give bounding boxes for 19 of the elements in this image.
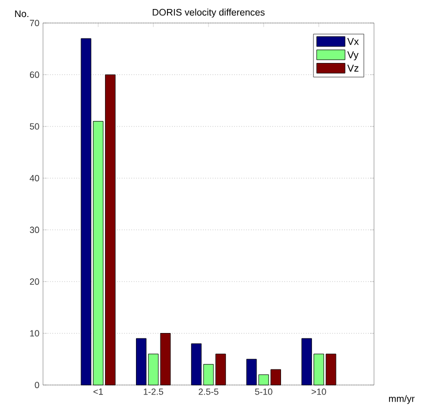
y-tick-label: 0 — [34, 382, 40, 388]
x-tick-label: <1 — [93, 388, 103, 395]
y-axis-title: No. — [15, 10, 28, 18]
y-tick-label: 30 — [30, 226, 40, 234]
legend-label: Vz — [347, 64, 358, 72]
y-tick-label: 60 — [30, 72, 40, 78]
y-tick-label: 20 — [30, 278, 40, 285]
x-tick-label: >10 — [312, 388, 326, 395]
y-tick-label: 40 — [30, 174, 40, 182]
x-axis-title: mm/yr — [389, 395, 415, 404]
y-tick-label: 70 — [30, 20, 40, 26]
legend-label: Vy — [347, 51, 359, 60]
chart-title: DORIS velocity differences — [152, 8, 265, 18]
y-tick-label: 50 — [30, 123, 40, 130]
x-tick-label: 5-10 — [255, 388, 272, 395]
legend-label: Vx — [347, 38, 359, 45]
x-tick-label: 2.5-5 — [198, 388, 218, 395]
y-tick-label: 10 — [30, 330, 40, 336]
x-tick-label: 1-2.5 — [144, 388, 164, 395]
